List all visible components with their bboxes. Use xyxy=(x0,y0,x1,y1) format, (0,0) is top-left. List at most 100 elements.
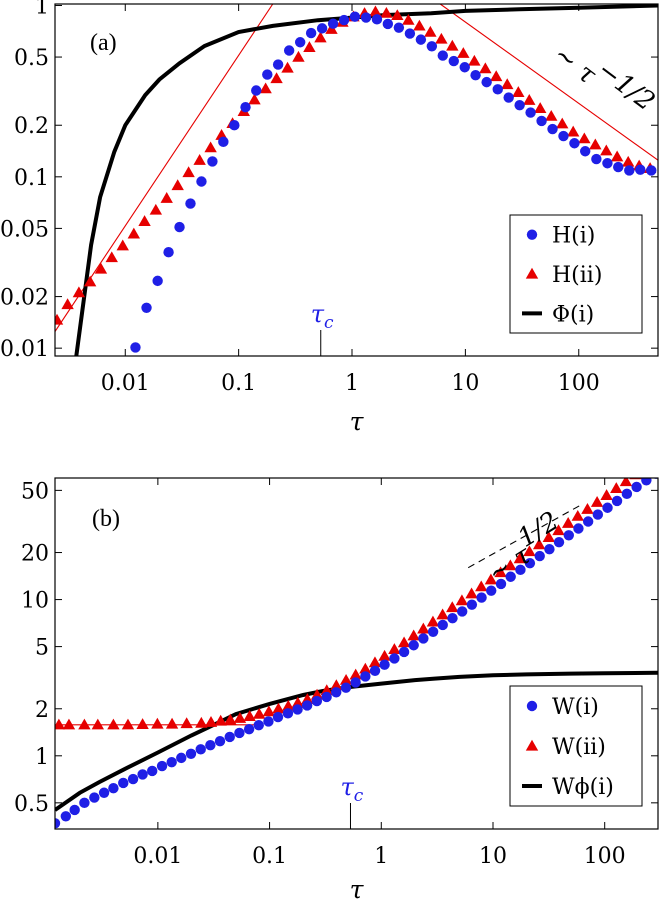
circle-marker xyxy=(534,550,545,562)
triangle-marker xyxy=(61,298,74,310)
y-tick-label: 50 xyxy=(21,479,49,504)
triangle-marker xyxy=(180,717,193,729)
triangle-marker xyxy=(165,717,179,729)
triangle-marker xyxy=(446,39,459,51)
triangle-marker xyxy=(121,718,135,730)
triangle-marker xyxy=(455,594,469,606)
circle-marker xyxy=(147,765,158,777)
triangle-marker xyxy=(512,86,525,98)
triangle-marker xyxy=(402,13,415,25)
series-H(i) xyxy=(130,11,657,353)
legend-label: Φ(i) xyxy=(552,302,594,327)
circle-marker xyxy=(641,478,652,486)
y-tick-label: 0.2 xyxy=(14,114,49,139)
triangle-marker xyxy=(314,31,327,43)
triangle-marker xyxy=(388,643,401,655)
triangle-marker xyxy=(619,478,633,487)
triangle-marker xyxy=(494,566,507,578)
panel-label: (b) xyxy=(92,506,120,532)
triangle-marker xyxy=(610,482,623,494)
y-tick-label: 1 xyxy=(35,745,49,770)
circle-marker xyxy=(263,716,274,727)
triangle-marker xyxy=(380,6,393,18)
triangle-marker xyxy=(446,601,459,613)
triangle-marker xyxy=(138,215,151,226)
circle-marker xyxy=(404,28,416,39)
circle-marker xyxy=(156,760,168,772)
triangle-marker xyxy=(610,150,624,162)
triangle-marker xyxy=(501,78,514,90)
triangle-marker xyxy=(55,718,66,730)
triangle-marker xyxy=(151,717,164,729)
triangle-marker xyxy=(545,109,558,121)
triangle-marker xyxy=(436,608,449,620)
circle-marker xyxy=(360,671,371,682)
circle-marker xyxy=(327,18,339,29)
triangle-marker xyxy=(397,636,411,648)
triangle-marker xyxy=(320,684,333,696)
triangle-marker xyxy=(407,629,420,641)
plot-area xyxy=(55,478,658,829)
circle-marker xyxy=(470,69,481,81)
circle-marker xyxy=(240,101,251,113)
triangle-marker xyxy=(127,227,141,239)
legend-label: W(ii) xyxy=(552,735,606,760)
y-tick-label: 1 xyxy=(35,0,49,19)
circle-marker xyxy=(79,797,90,809)
circle-marker xyxy=(350,677,361,688)
triangle-marker xyxy=(107,718,120,730)
circle-marker xyxy=(229,120,240,131)
circle-marker xyxy=(108,783,119,794)
series-W(ii) xyxy=(55,478,642,730)
circle-marker xyxy=(60,811,72,822)
circle-marker xyxy=(466,599,478,610)
triangle-marker xyxy=(556,117,569,129)
annotation-exponent: −1/2 xyxy=(591,55,660,117)
triangle-marker xyxy=(561,517,575,528)
triangle-marker xyxy=(204,141,217,153)
circle-marker xyxy=(613,161,624,173)
circle-marker xyxy=(621,488,633,500)
circle-marker xyxy=(646,165,657,176)
circle-marker xyxy=(137,769,148,780)
circle-marker xyxy=(349,11,361,22)
slope-annotation: ∼ τ−1/2 xyxy=(548,40,660,118)
triangle-marker xyxy=(532,538,546,550)
panel-a: 0.01 0.1 1 10 100 0.01 0.02 0.05 0.1 0.2 0.5 1 τc (a)… xyxy=(0,0,660,436)
circle-marker xyxy=(55,818,61,829)
circle-marker xyxy=(331,687,342,698)
triangle-marker xyxy=(259,82,272,94)
circle-marker xyxy=(503,92,514,103)
circle-marker xyxy=(251,85,262,96)
triangle-marker xyxy=(149,203,163,215)
y-tick-label: 0.02 xyxy=(0,286,49,311)
circle-marker xyxy=(573,523,584,534)
circle-marker xyxy=(301,700,313,711)
circle-marker xyxy=(437,50,448,61)
circle-marker xyxy=(389,653,400,664)
circle-marker xyxy=(207,156,218,167)
circle-marker xyxy=(602,502,613,513)
x-tick-label: 1 xyxy=(345,371,359,396)
circle-marker xyxy=(415,34,427,45)
triangle-marker xyxy=(193,154,206,165)
x-tick-label: 10 xyxy=(479,844,507,869)
circle-marker xyxy=(426,41,438,52)
triangle-marker xyxy=(262,705,276,717)
circle-marker xyxy=(544,544,555,555)
plot-frame xyxy=(54,3,659,357)
tau-c-label: τc xyxy=(311,300,334,333)
triangle-marker xyxy=(72,286,86,298)
triangle-marker xyxy=(368,656,382,668)
circle-marker xyxy=(524,557,536,569)
circle-marker xyxy=(448,55,459,67)
triangle-marker xyxy=(330,679,343,691)
slope-guide-line xyxy=(55,4,274,332)
circle-marker xyxy=(262,69,273,80)
triangle-marker xyxy=(292,50,305,62)
triangle-marker xyxy=(359,662,372,674)
y-tick-label: 20 xyxy=(21,542,49,567)
circle-marker xyxy=(152,275,163,287)
circle-marker xyxy=(418,633,429,644)
